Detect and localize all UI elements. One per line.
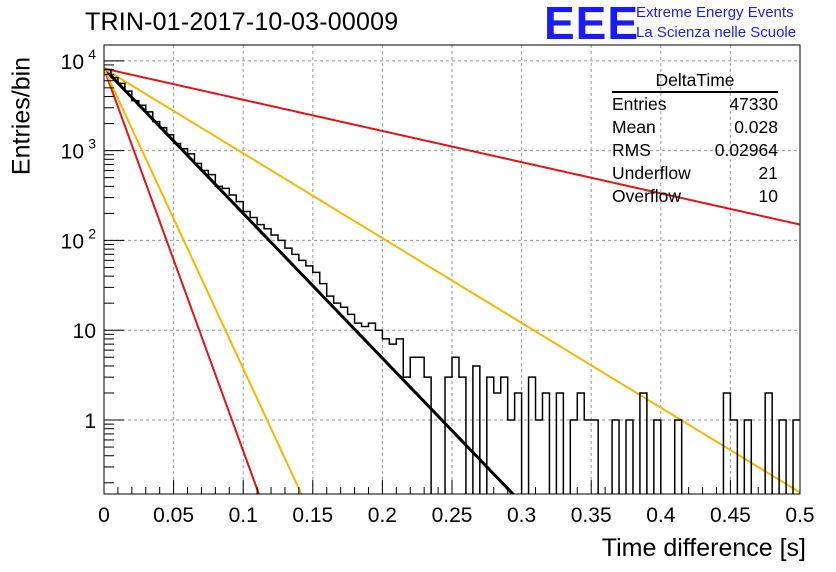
- stats-label: Overflow: [612, 186, 682, 206]
- y-tick-exponent: 4: [88, 46, 96, 62]
- fit-curves: [104, 67, 800, 494]
- x-tick-label: 0.05: [153, 504, 194, 527]
- stats-row-underflow: Underflow 21: [612, 162, 778, 185]
- stats-value: 10: [758, 186, 778, 206]
- y-axis-label: Entries/bin: [7, 56, 36, 176]
- x-tick-label: 0.25: [432, 504, 473, 527]
- grid: [104, 45, 800, 494]
- x-tick-label: 0.2: [368, 504, 397, 527]
- stats-row-overflow: Overflow 10: [612, 185, 778, 208]
- stats-box: DeltaTime Entries 47330 Mean 0.028 RMS 0…: [612, 70, 778, 208]
- stats-value: 21: [758, 163, 778, 183]
- fit-curve: [104, 68, 303, 494]
- y-tick-label: 10: [61, 230, 84, 253]
- stats-row-rms: RMS 0.02964: [612, 139, 778, 162]
- x-axis-label: Time difference [s]: [601, 534, 806, 562]
- axis-ticks: [103, 60, 801, 494]
- x-tick-label: 0.15: [292, 504, 333, 527]
- y-tick-exponent: 2: [88, 225, 96, 241]
- x-tick-label: 0.4: [646, 504, 676, 527]
- fit-curve: [104, 67, 800, 226]
- tick-labels: 0 0.05 0.1 0.15 0.2 0.25 0.3 0.35 0.4 0.45 0.5 1 10 1…: [61, 46, 815, 527]
- stats-header: DeltaTime: [612, 70, 778, 93]
- stats-label: Underflow: [612, 163, 691, 183]
- x-tick-label: 0.3: [507, 504, 536, 527]
- stats-value: 0.02964: [714, 140, 778, 160]
- histogram-steps: [104, 68, 800, 494]
- logo-line-1: Extreme Energy Events: [636, 4, 794, 21]
- stats-value: 0.028: [734, 117, 778, 137]
- fit-curve: [104, 67, 800, 494]
- y-tick-exponent: 3: [88, 136, 96, 152]
- x-tick-label: 0.45: [710, 504, 751, 527]
- x-tick-label: 0.5: [785, 504, 814, 527]
- stats-row-entries: Entries 47330: [612, 93, 778, 116]
- eee-logo-mark: EEE: [544, 0, 640, 49]
- y-tick-label: 10: [61, 51, 84, 74]
- y-tick-label: 10: [61, 141, 84, 164]
- y-tick-label: 1: [84, 410, 96, 433]
- plot-title: TRIN-01-2017-10-03-00009: [85, 8, 399, 36]
- y-tick-label: 10: [73, 320, 96, 343]
- logo-line-2: La Scienza nelle Scuole: [636, 24, 797, 41]
- x-tick-label: 0.35: [571, 504, 612, 527]
- stats-label: Entries: [612, 94, 667, 114]
- stats-label: RMS: [612, 140, 651, 160]
- x-tick-label: 0.1: [229, 504, 258, 527]
- stats-label: Mean: [612, 117, 656, 137]
- fit-curve: [104, 68, 260, 494]
- histogram: [104, 68, 800, 494]
- stats-row-mean: Mean 0.028: [612, 116, 778, 139]
- fit-curve: [104, 67, 516, 494]
- stats-value: 47330: [729, 94, 778, 114]
- x-tick-label: 0: [98, 504, 110, 527]
